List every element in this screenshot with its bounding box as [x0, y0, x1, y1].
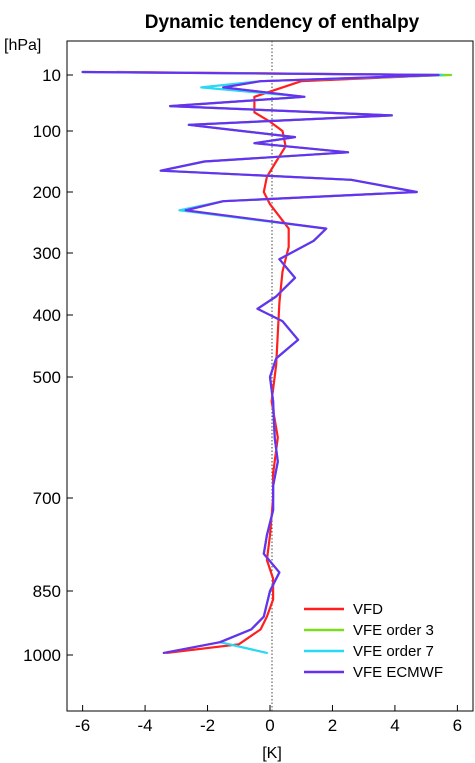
y-tick-label: 200	[33, 183, 61, 202]
x-tick-label: 2	[328, 716, 337, 735]
series-line-vfe-ecmwf	[81, 70, 440, 655]
y-tick-label: 300	[33, 244, 61, 263]
legend: VFD VFE order 3 VFE order 7 VFE ECMWF	[304, 601, 443, 681]
legend-label: VFE ECMWF	[353, 664, 443, 681]
series-line-vfe-order-3	[81, 70, 453, 655]
y-tick-label: 400	[33, 306, 61, 325]
y-tick-label: 1000	[23, 646, 61, 665]
x-tick-label: 4	[390, 716, 399, 735]
y-tick-label: 500	[33, 368, 61, 387]
series-lines	[81, 70, 453, 655]
x-tick-label: 6	[453, 716, 462, 735]
y-tick-label: 10	[42, 66, 61, 85]
legend-label: VFD	[353, 601, 383, 618]
x-tick-label: -4	[138, 716, 153, 735]
y-axis-ticks: 10 100 200 300 400 500 700 850 1000	[23, 66, 73, 665]
series-line-vfe-order-7	[81, 70, 443, 655]
x-tick-label: -6	[75, 716, 90, 735]
legend-label: VFE order 3	[353, 622, 434, 639]
legend-label: VFE order 7	[353, 643, 434, 660]
x-tick-label: 0	[265, 716, 274, 735]
x-axis-label: [K]	[262, 745, 282, 762]
x-tick-label: -2	[200, 716, 215, 735]
y-tick-label: 700	[33, 489, 61, 508]
y-tick-label: 850	[33, 582, 61, 601]
y-axis-label: [hPa]	[4, 37, 41, 54]
series-line-vfd	[115, 70, 443, 655]
x-axis-ticks: -6 -4 -2 0 2 4 6	[75, 705, 462, 735]
chart-title: Dynamic tendency of enthalpy	[145, 12, 420, 33]
y-tick-label: 100	[33, 122, 61, 141]
